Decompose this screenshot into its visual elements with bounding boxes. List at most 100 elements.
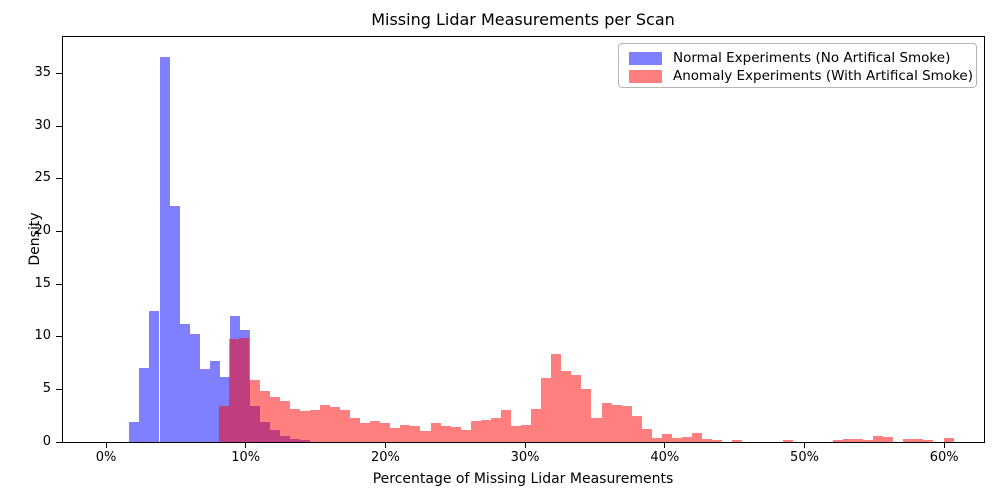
- histogram-bar-anomaly: [681, 436, 693, 442]
- histogram-bar-anomaly: [883, 437, 894, 442]
- histogram-bar-normal: [129, 422, 140, 442]
- histogram-bar-anomaly: [561, 371, 572, 442]
- histogram-bar-anomaly: [229, 338, 240, 442]
- x-tick-label: 20%: [370, 450, 400, 465]
- x-tick-label: 30%: [510, 450, 540, 465]
- plot-area: [62, 36, 985, 443]
- legend-swatch-normal-icon: [629, 51, 662, 65]
- legend-item-normal: Normal Experiments (No Artifical Smoke): [629, 50, 976, 66]
- histogram-bar-anomaly: [400, 425, 411, 442]
- histogram-bar-anomaly: [440, 426, 451, 442]
- histogram-bar-anomaly: [832, 439, 843, 442]
- y-tick-label: 0: [42, 433, 51, 449]
- histogram-bar-anomaly: [732, 439, 743, 442]
- histogram-bar-normal: [159, 56, 170, 442]
- histogram-bar-anomaly: [692, 433, 703, 442]
- y-tick-mark: [56, 283, 62, 285]
- x-tick-mark: [524, 443, 526, 448]
- histogram-bar-anomaly: [329, 407, 340, 442]
- x-tick-label: 40%: [650, 450, 680, 465]
- histogram-bar-normal: [209, 360, 220, 442]
- histogram-bar-anomaly: [521, 425, 532, 442]
- histogram-bar-anomaly: [641, 429, 652, 442]
- histogram-bar-anomaly: [510, 426, 522, 442]
- histogram-bar-anomaly: [319, 405, 330, 442]
- histogram-bar-anomaly: [269, 396, 280, 442]
- y-tick-label: 25: [34, 170, 51, 186]
- histogram-bar-anomaly: [782, 440, 793, 442]
- histogram-bar-anomaly: [863, 439, 874, 442]
- chart-title: Missing Lidar Measurements per Scan: [371, 10, 675, 29]
- histogram-bar-anomaly: [852, 439, 864, 442]
- x-tick-mark: [804, 443, 805, 448]
- histogram-bar-anomaly: [500, 410, 511, 442]
- histogram-bar-anomaly: [360, 423, 371, 442]
- y-tick-mark: [56, 336, 62, 338]
- y-tick-mark: [56, 441, 62, 443]
- histogram-bar-anomaly: [571, 374, 582, 442]
- histogram-bar-anomaly: [631, 415, 642, 442]
- histogram-bar-anomaly: [651, 437, 662, 442]
- histogram-bar-normal: [199, 369, 210, 442]
- histogram-bar-anomaly: [410, 426, 421, 442]
- histogram-bar-normal: [139, 368, 150, 442]
- y-tick-mark: [56, 388, 62, 390]
- histogram-bar-anomaly: [249, 379, 260, 442]
- histogram-bar-anomaly: [390, 428, 401, 442]
- legend-label-anomaly: Anomaly Experiments (With Artifical Smok…: [673, 68, 973, 84]
- x-tick-mark: [105, 443, 107, 448]
- histogram-bar-anomaly: [541, 377, 552, 442]
- y-tick-mark: [56, 72, 62, 74]
- histogram-bar-anomaly: [712, 439, 723, 442]
- x-tick-label: 0%: [95, 450, 117, 465]
- histogram-bar-anomaly: [661, 433, 672, 442]
- histogram-bar-anomaly: [279, 400, 290, 442]
- histogram-bar-anomaly: [702, 439, 713, 442]
- histogram-bar-anomaly: [380, 423, 391, 442]
- legend: Normal Experiments (No Artifical Smoke) …: [618, 43, 977, 88]
- histogram-bar-anomaly: [299, 411, 310, 442]
- histogram-bar-anomaly: [259, 391, 270, 442]
- y-tick-mark: [56, 178, 62, 180]
- histogram-bar-anomaly: [480, 419, 491, 442]
- legend-swatch-anomaly-icon: [629, 69, 662, 83]
- y-tick-label: 5: [42, 380, 51, 396]
- x-tick-mark: [664, 443, 666, 448]
- histogram-bar-anomaly: [591, 417, 602, 442]
- x-tick-label: 50%: [790, 450, 819, 465]
- histogram-bar-anomaly: [239, 337, 250, 442]
- y-axis-label: Density: [27, 212, 43, 266]
- histogram-bar-anomaly: [370, 420, 381, 442]
- histogram-bar-anomaly: [943, 438, 954, 442]
- y-tick-mark: [56, 230, 62, 232]
- legend-label-normal: Normal Experiments (No Artifical Smoke): [673, 50, 951, 66]
- histogram-bar-normal: [189, 333, 200, 442]
- histogram-bar-anomaly: [671, 438, 682, 442]
- histogram-bar-anomaly: [611, 405, 622, 442]
- histogram-bar-anomaly: [621, 406, 632, 442]
- x-tick-mark: [384, 443, 386, 448]
- histogram-bar-anomaly: [490, 417, 501, 442]
- y-tick-label: 10: [34, 328, 51, 344]
- histogram-bar-anomaly: [531, 409, 542, 442]
- y-tick-mark: [56, 125, 62, 127]
- histogram-bar-anomaly: [420, 431, 431, 442]
- x-axis-label: Percentage of Missing Lidar Measurements: [372, 471, 674, 487]
- histogram-bars-layer: [63, 37, 984, 442]
- x-tick-label: 10%: [231, 450, 261, 465]
- histogram-bar-anomaly: [923, 439, 934, 442]
- histogram-bar-anomaly: [339, 410, 351, 442]
- histogram-bar-anomaly: [601, 403, 612, 442]
- histogram-bar-anomaly: [450, 427, 461, 442]
- histogram-bar-anomaly: [913, 438, 924, 442]
- histogram-bar-normal: [179, 324, 190, 442]
- histogram-bar-normal: [149, 311, 160, 442]
- histogram-bar-anomaly: [350, 417, 361, 442]
- histogram-bar-anomaly: [903, 439, 914, 442]
- x-tick-mark: [245, 443, 247, 448]
- histogram-bar-anomaly: [581, 389, 592, 442]
- histogram-bar-anomaly: [551, 353, 562, 442]
- histogram-bar-anomaly: [289, 409, 300, 442]
- x-tick-label: 60%: [929, 450, 959, 465]
